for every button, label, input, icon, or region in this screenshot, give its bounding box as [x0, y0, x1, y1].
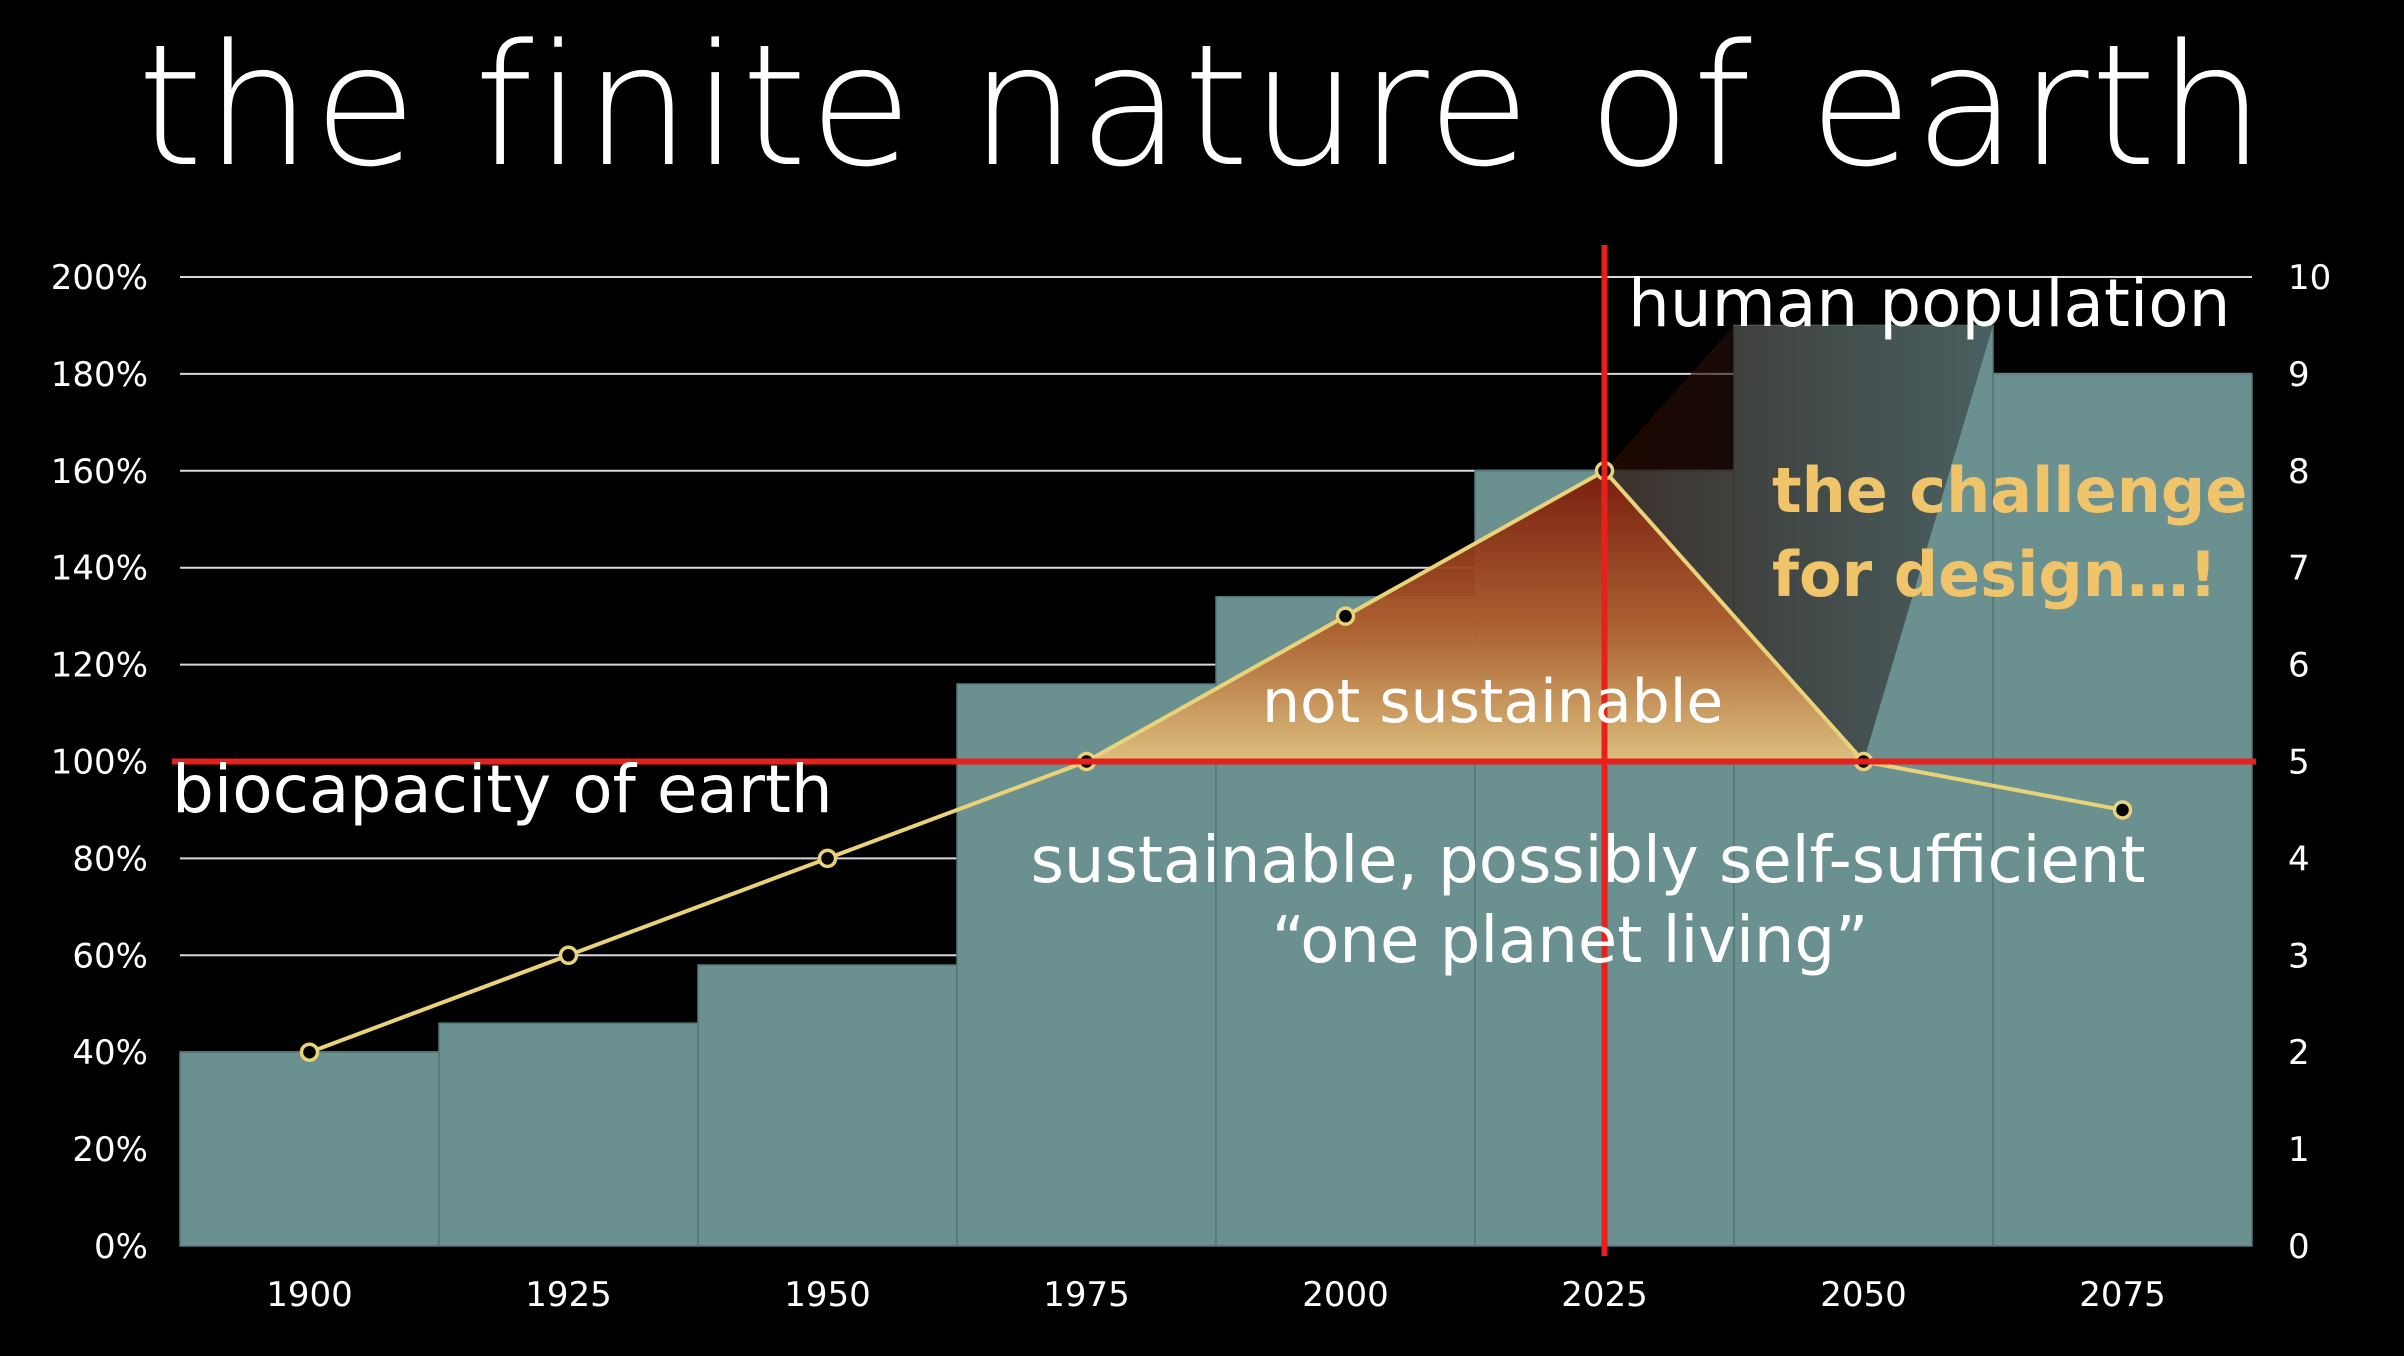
- y-left-tick-label: 160%: [51, 452, 148, 492]
- footprint-line-path: [308, 468, 2123, 1055]
- y-right-tick-label: 0: [2288, 1227, 2310, 1267]
- x-tick-label: 2075: [2079, 1275, 2166, 1315]
- footprint-point: [817, 848, 838, 869]
- y-axis-right: 0 1 2 3 4 5 6 7 8 9 10: [2288, 258, 2331, 1267]
- overshoot-area: [1086, 470, 1864, 762]
- y-left-tick-label: 140%: [51, 549, 148, 589]
- x-tick-label: 1975: [1043, 1275, 1130, 1315]
- y-right-tick-label: 3: [2288, 936, 2310, 976]
- overshoot-areas: [1086, 325, 1993, 762]
- y-right-tick-label: 4: [2288, 839, 2310, 879]
- y-left-tick-label: 60%: [72, 936, 148, 976]
- footprint-point: [2112, 800, 2133, 820]
- x-tick-label: 2000: [1302, 1275, 1389, 1315]
- y-right-tick-label: 2: [2288, 1033, 2310, 1073]
- annotation-sustainable-line1: sustainable, possibly self-sufficient: [1031, 824, 2146, 898]
- bar: [438, 1022, 699, 1247]
- reference-lines: [172, 245, 2256, 1256]
- x-tick-label: 1925: [525, 1275, 612, 1315]
- y-right-tick-label: 9: [2288, 355, 2310, 395]
- y-axis-left: 0% 20% 40% 60% 80% 100% 120% 140% 160% 180% 200%: [51, 258, 148, 1267]
- x-tick-label: 2025: [1561, 1275, 1648, 1315]
- annotation-challenge-line2: for design…!: [1772, 538, 2217, 611]
- y-right-tick-label: 5: [2288, 743, 2310, 783]
- annotation-not-sustainable: not sustainable: [1262, 667, 1723, 737]
- annotation-human-population: human population: [1628, 265, 2230, 342]
- x-tick-label: 1900: [266, 1275, 353, 1315]
- annotation-biocapacity: biocapacity of earth: [172, 751, 833, 828]
- footprint-point: [299, 1042, 320, 1062]
- annotation-challenge-line1: the challenge: [1772, 454, 2247, 527]
- y-left-tick-label: 40%: [72, 1033, 148, 1073]
- bar: [697, 964, 958, 1247]
- bar: [179, 1051, 440, 1247]
- footprint-point: [558, 945, 579, 966]
- y-right-tick-label: 7: [2288, 549, 2310, 589]
- y-left-tick-label: 80%: [72, 839, 148, 879]
- x-tick-label: 1950: [784, 1275, 871, 1315]
- annotation-sustainable-line2: “one planet living”: [1272, 904, 1869, 978]
- y-right-tick-label: 10: [2288, 258, 2331, 298]
- y-left-tick-label: 20%: [72, 1130, 148, 1170]
- y-right-tick-label: 8: [2288, 452, 2310, 492]
- x-tick-label: 2050: [1820, 1275, 1907, 1315]
- chart-title: the finite nature of earth: [137, 8, 2267, 204]
- challenge-area: [1604, 325, 1993, 762]
- y-right-tick-label: 1: [2288, 1130, 2310, 1170]
- y-left-tick-label: 0%: [94, 1227, 148, 1267]
- y-left-tick-label: 200%: [51, 258, 148, 298]
- footprint-point: [1335, 606, 1356, 626]
- y-left-tick-label: 180%: [51, 355, 148, 395]
- x-axis: 1900 1925 1950 1975 2000 2025 2050 2075: [266, 1275, 2166, 1315]
- bar: [956, 683, 1217, 1247]
- y-left-tick-label: 120%: [51, 646, 148, 686]
- y-left-tick-label: 100%: [51, 743, 148, 783]
- y-right-tick-label: 6: [2288, 646, 2310, 686]
